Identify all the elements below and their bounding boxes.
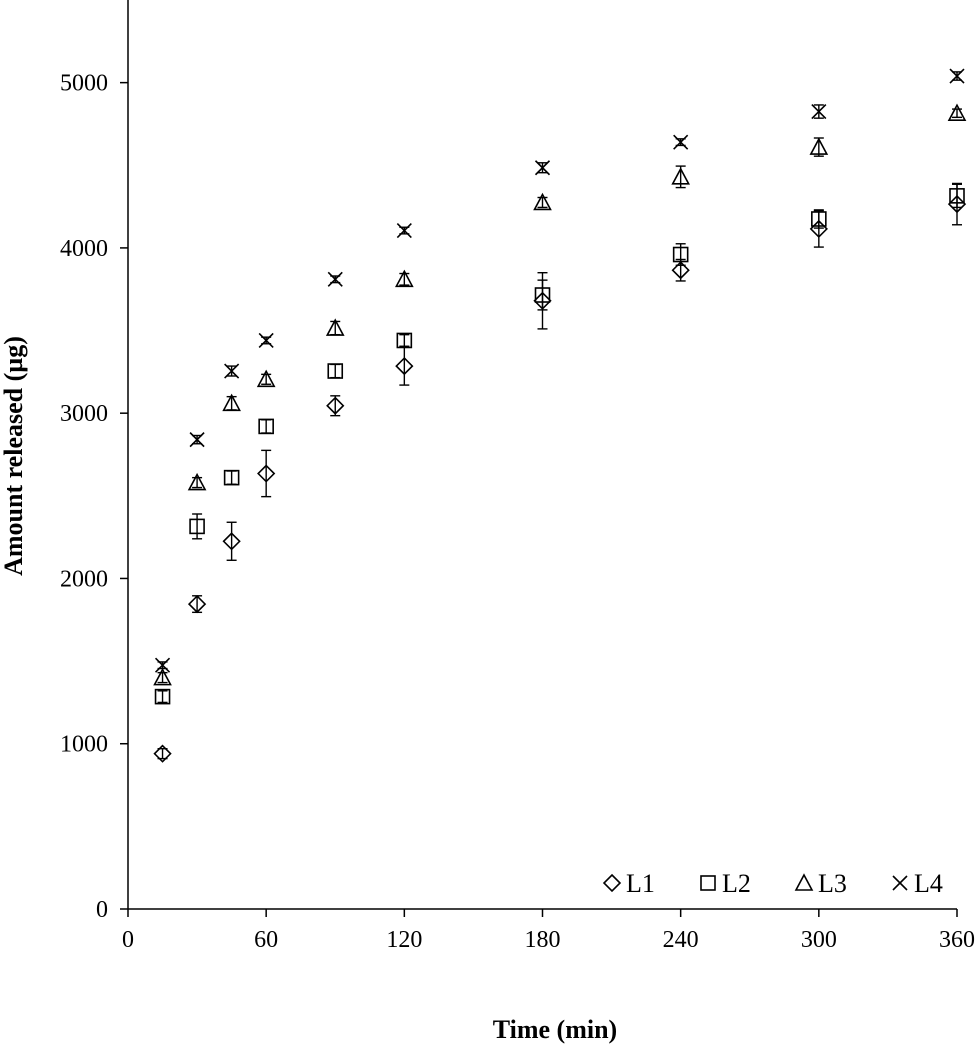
data-point [189, 518, 205, 535]
x-tick-label: 300 [801, 927, 837, 953]
data-point [224, 363, 240, 379]
data-point [327, 363, 344, 379]
legend-marker [892, 875, 908, 891]
legend-label: L2 [722, 869, 751, 898]
legend-label: L3 [818, 869, 847, 898]
x-tick-label: 60 [254, 927, 278, 953]
data-point [326, 396, 345, 415]
data-point [949, 188, 965, 204]
x-tick-label: 360 [939, 927, 975, 953]
legend-marker [602, 873, 622, 893]
data-point [947, 103, 967, 122]
data-point [222, 532, 241, 551]
x-ticks: 0 60 120 180 240 300 360 [122, 909, 975, 953]
data-point [256, 369, 276, 388]
data-point [673, 134, 689, 150]
series-l2 [154, 183, 965, 705]
legend: L1 L2 L3 L4 [602, 869, 943, 898]
series-l4 [154, 68, 965, 673]
data-point [187, 594, 207, 614]
legend-item-l3: L3 [794, 869, 847, 898]
data-point [395, 356, 414, 376]
legend-label: L4 [914, 869, 943, 898]
data-point [534, 160, 551, 176]
data-point [396, 332, 413, 349]
y-tick-label: 3000 [60, 401, 108, 427]
x-tick-label: 240 [663, 927, 699, 953]
data-point [811, 211, 827, 227]
series-layer [153, 68, 967, 763]
legend-marker [794, 873, 814, 891]
series-l3 [153, 103, 967, 686]
data-point [189, 432, 205, 448]
axes: 0 60 120 180 240 300 360 0 1000 2000 3000 4000 5000 [60, 0, 975, 953]
data-point [396, 222, 412, 239]
legend-marker [700, 875, 716, 891]
x-tick-label: 120 [386, 927, 422, 953]
x-tick-label: 0 [122, 927, 134, 953]
legend-item-l1: L1 [602, 869, 655, 898]
y-tick-label: 4000 [60, 236, 108, 262]
data-point [947, 194, 967, 214]
y-tick-label: 1000 [60, 732, 108, 758]
data-point [153, 744, 172, 763]
y-tick-label: 5000 [60, 71, 108, 97]
x-axis-title: Time (min) [493, 1015, 617, 1044]
data-point [671, 167, 691, 185]
data-point [949, 68, 965, 84]
data-point [809, 137, 829, 155]
legend-label: L1 [626, 869, 655, 898]
data-point [258, 418, 274, 435]
data-point [325, 318, 345, 336]
data-point [153, 667, 172, 686]
data-point [395, 269, 414, 288]
data-point [223, 469, 240, 486]
data-point [154, 657, 171, 673]
data-point [671, 261, 690, 280]
legend-item-l4: L4 [892, 869, 943, 898]
y-tick-label: 0 [96, 897, 108, 923]
y-ticks: 0 1000 2000 3000 4000 5000 [60, 71, 128, 923]
data-point [672, 246, 689, 263]
data-point [187, 472, 207, 491]
series-l1 [153, 182, 967, 763]
data-point [533, 192, 552, 211]
y-axis-title: Amount released (µg) [0, 336, 28, 576]
data-point [327, 271, 343, 287]
data-point [154, 688, 171, 705]
data-point [534, 287, 551, 303]
data-point [222, 393, 241, 412]
legend-item-l2: L2 [700, 869, 751, 898]
data-point [811, 103, 827, 120]
y-tick-label: 2000 [60, 566, 108, 592]
data-point [257, 464, 276, 483]
data-point [258, 332, 274, 349]
x-tick-label: 180 [525, 927, 561, 953]
